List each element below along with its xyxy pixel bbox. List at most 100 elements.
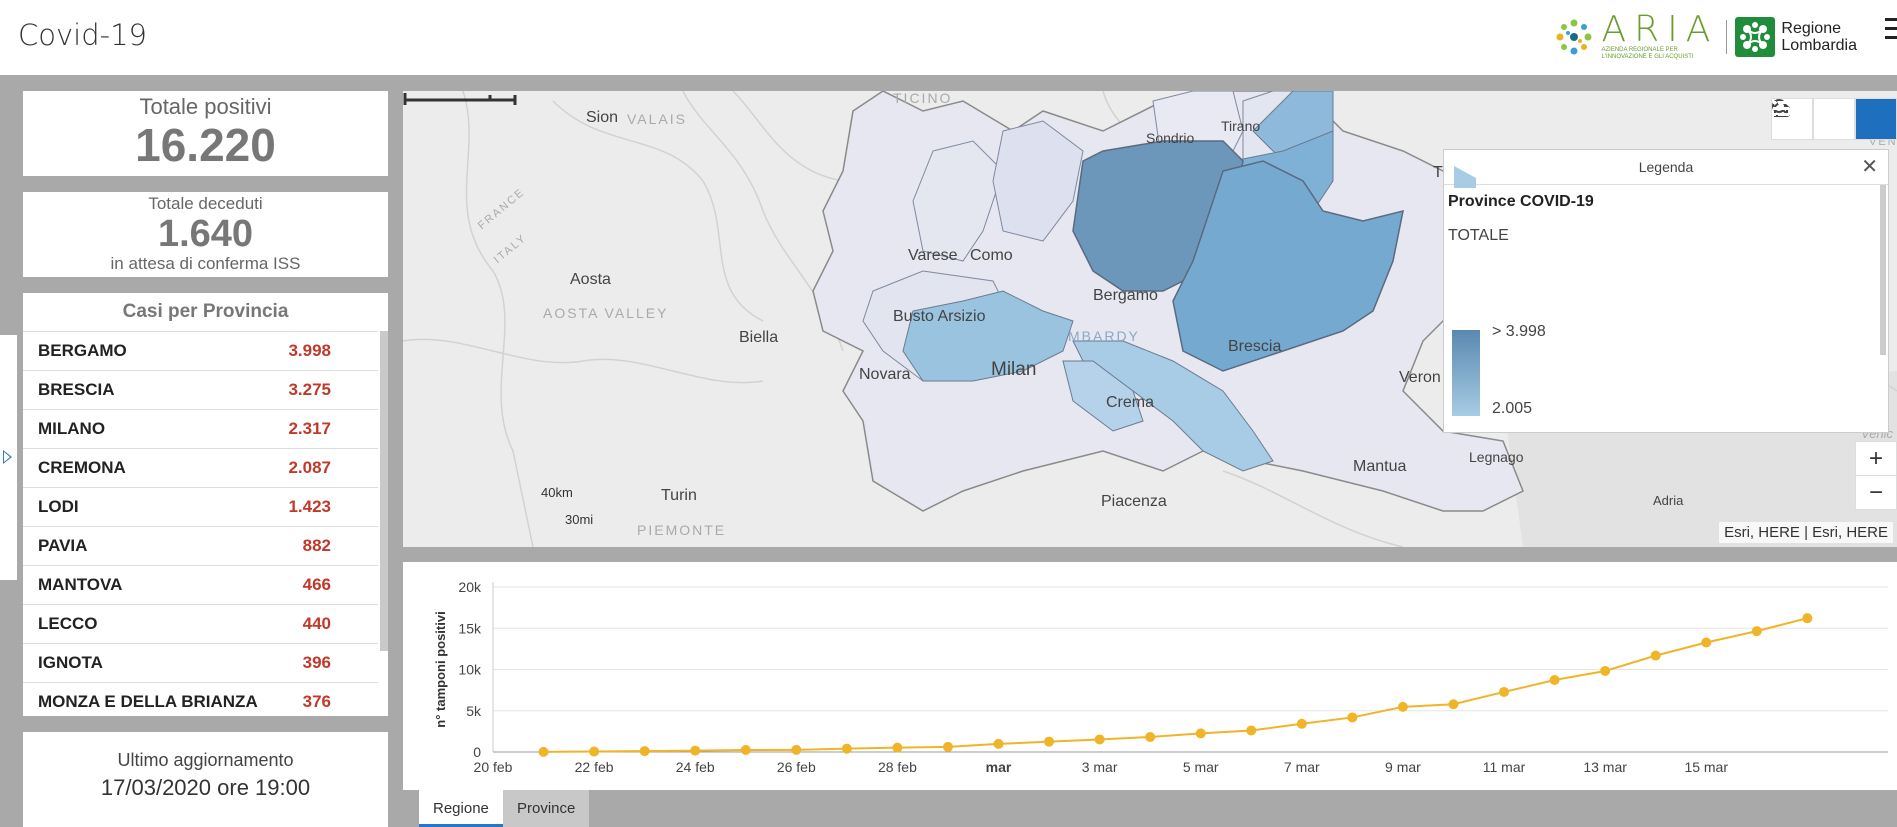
province-name: IGNOTA [38,653,103,672]
province-row[interactable]: IGNOTA 396 [23,643,378,682]
data-point [1600,665,1611,676]
data-point [1145,731,1156,742]
data-point [791,744,802,755]
legend-low-value: 2.005 [1492,400,1533,417]
province-list: BERGAMO 3.998 BRESCIA 3.275 MILANO 2.317 CREMO… [23,331,378,716]
home-icon[interactable] [1772,98,1855,140]
x-tick-label: mar [986,759,1012,775]
province-row[interactable]: LECCO 440 [23,604,378,643]
province-name: MONZA E DELLA BRIANZA [38,692,258,711]
tab-regione[interactable]: Regione [419,790,503,827]
map-attribution[interactable]: Esri, HERE | Esri, HERE [1719,522,1893,543]
data-point [892,742,903,753]
data-point [639,746,650,757]
map-label-busto-arsizio: Busto Arsizio [893,308,986,325]
province-row[interactable]: LODI 1.423 [23,487,378,526]
last-update-value: 17/03/2020 ore 19:00 [100,775,311,800]
data-point [1802,613,1813,624]
map-label-piacenza: Piacenza [1101,493,1167,510]
search-icon[interactable] [1771,98,1813,140]
province-row[interactable]: MILANO 2.317 [23,409,378,448]
expand-arrow-icon [3,450,12,464]
province-list-card: Casi per Provincia BERGAMO 3.998 BRESCIA 3.… [23,293,388,716]
chart-tabs: Regione Province [403,790,1897,827]
map-label-legnago: Legnago [1469,449,1524,465]
province-name: CREMONA [38,458,126,477]
map-label-turin: Turin [661,487,697,504]
data-point [1397,701,1408,712]
y-tick-label: 5k [466,703,482,719]
map-label-novara: Novara [859,366,911,383]
province-map[interactable]: TICINO Sion VALAIS Sondrio Tirano T FRAN… [403,91,1897,547]
province-count: 3.275 [288,380,331,399]
province-count: 1.423 [288,497,331,516]
legend-list-icon[interactable] [1773,98,1897,140]
province-count: 466 [302,575,331,594]
province-name: LECCO [38,614,98,633]
side-panel-toggle[interactable] [0,335,17,580]
x-tick-label: 28 feb [878,759,917,775]
map-label-ticino: TICINO [893,91,953,106]
zoom-in-button[interactable]: + [1868,445,1883,472]
province-row[interactable]: MANTOVA 466 [23,565,378,604]
header-logos: ARIA Azienda regionale per l'innovazione… [1554,9,1857,61]
x-tick-label: 9 mar [1385,759,1421,775]
y-axis-title: n° tamponi positivi [433,611,448,727]
menu-icon[interactable] [1885,18,1897,44]
data-point [1296,718,1307,729]
scale-mi-label: 30mi [565,512,594,527]
province-row[interactable]: MONZA E DELLA BRIANZA 376 [23,682,378,716]
map-label-como: Como [970,247,1013,264]
aria-wordmark: ARIA [1601,9,1719,50]
province-name: MANTOVA [38,575,123,594]
map-legend: Legenda ✕ Province COVID-19 TOTALE > 3.9… [1443,149,1889,433]
kpi-positivi-value: 16.220 [135,119,276,171]
legend-layer-title: Province COVID-19 [1448,193,1594,210]
province-row[interactable]: PAVIA 882 [23,526,378,565]
x-tick-label: 22 feb [575,759,614,775]
scale-bar [403,93,517,105]
kpi-deceduti-label: Totale deceduti [148,194,263,213]
province-list-scrollbar[interactable] [380,331,388,651]
data-point [1549,675,1560,686]
province-name: BERGAMO [38,341,127,360]
data-point [1347,712,1358,723]
app-title: Covid-19 [18,18,147,52]
positivi-line-chart[interactable]: 0 5k 10k 15k 20k 20 feb 22 feb 24 feb 26 feb 28 f… [403,562,1897,790]
kpi-positivi-label: Totale positivi [139,94,272,119]
zoom-out-button[interactable]: − [1856,475,1896,509]
data-point [841,743,852,754]
y-tick-label: 20k [458,579,482,595]
x-tick-label: 20 feb [474,759,513,775]
province-list-title: Casi per Provincia [122,301,289,322]
province-row[interactable]: BRESCIA 3.275 [23,370,378,409]
zoom-controls: + − [1855,441,1897,510]
legend-high-value: > 3.998 [1492,323,1546,340]
province-name: PAVIA [38,536,88,555]
positivi-chart-card: 0 5k 10k 15k 20k 20 feb 22 feb 24 feb 26 feb 28 f… [403,562,1897,790]
aria-subtitle: Azienda regionale per l'innovazione e gl… [1601,47,1694,60]
app-header: Covid-19 ARIA Azienda regionale per l'in… [0,0,1897,75]
tab-province[interactable]: Province [503,790,590,827]
legend-scrollbar[interactable] [1880,185,1886,355]
map-label-valais: VALAIS [627,111,687,127]
province-count: 440 [302,614,331,633]
kpi-deceduti-card: Totale deceduti 1.640 in attesa di confe… [23,192,388,277]
province-count: 3.998 [288,341,331,360]
close-icon[interactable]: ✕ [1861,156,1878,178]
legend-color-ramp [1452,330,1480,416]
lombardia-logo[interactable]: Regione Lombardia [1735,17,1857,57]
province-row[interactable]: CREMONA 2.087 [23,448,378,487]
province-row[interactable]: BERGAMO 3.998 [23,331,378,370]
data-point [538,746,549,757]
map-label-brescia: Brescia [1228,338,1282,355]
y-tick-label: 10k [458,662,482,678]
lombardia-line2: Lombardia [1781,37,1857,54]
y-tick-label: 15k [458,620,482,636]
data-point [1094,734,1105,745]
province-count: 376 [302,692,331,711]
aria-logo[interactable]: ARIA Azienda regionale per l'innovazione… [1554,9,1719,61]
map-label-biella: Biella [739,329,779,346]
map-label-piemonte: PIEMONTE [637,522,727,538]
province-count: 2.317 [288,419,331,438]
